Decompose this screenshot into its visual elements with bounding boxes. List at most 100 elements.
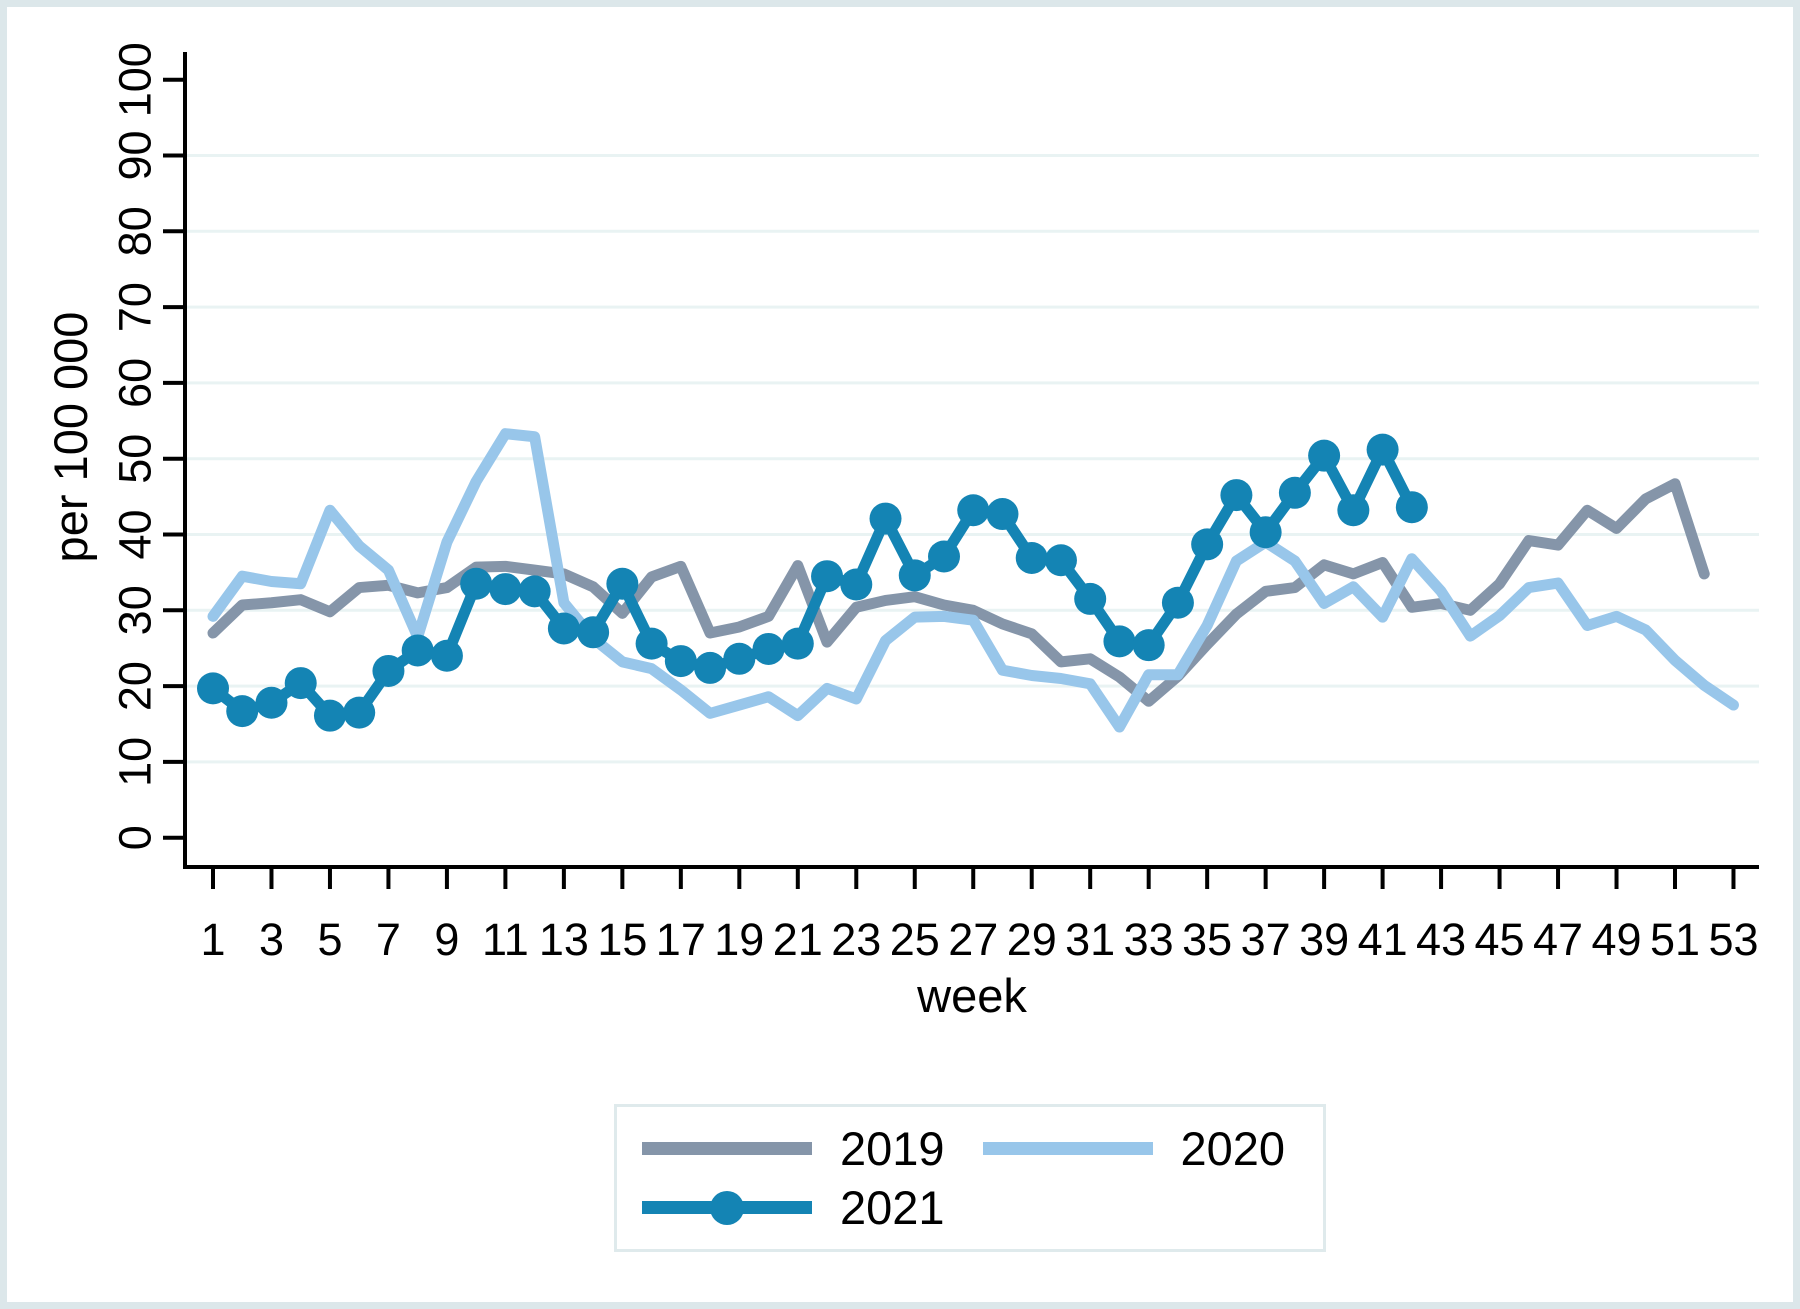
series-2021-marker-w9 xyxy=(430,639,463,672)
x-tick-label-25: 25 xyxy=(890,914,940,965)
x-tick-label-5: 5 xyxy=(317,914,342,965)
x-tick-label-11: 11 xyxy=(482,914,529,965)
series-2021-marker-w13 xyxy=(547,612,580,645)
series-2021-marker-w38 xyxy=(1278,476,1311,509)
series-2021-marker-w16 xyxy=(635,627,668,660)
series-2021-marker-w1 xyxy=(197,672,229,705)
y-tick-label-50: 50 xyxy=(110,434,161,484)
series-2021-marker-w29 xyxy=(1015,541,1048,574)
series-2021-marker-w8 xyxy=(401,634,434,667)
x-tick-label-37: 37 xyxy=(1241,914,1291,965)
series-2021-marker-w25 xyxy=(898,559,931,592)
series-2021-marker-w41 xyxy=(1366,433,1399,466)
series-2021-marker-w18 xyxy=(694,651,727,684)
x-tick-label-49: 49 xyxy=(1591,914,1641,965)
x-tick-label-17: 17 xyxy=(656,914,706,965)
y-tick-label-10: 10 xyxy=(110,737,161,787)
x-tick-label-31: 31 xyxy=(1065,914,1115,965)
series-2021-marker-w5 xyxy=(313,699,346,732)
series-2021-marker-w11 xyxy=(489,573,522,606)
series-2021-marker-w42 xyxy=(1395,491,1428,524)
series-2021-marker-w31 xyxy=(1074,582,1107,615)
legend-entry-2020: 2020 xyxy=(982,1122,1324,1175)
legend-label-2019: 2019 xyxy=(840,1122,945,1175)
legend-row: 2019 2020 xyxy=(642,1125,1323,1172)
series-2021-marker-w17 xyxy=(664,645,697,678)
axes xyxy=(163,52,1759,889)
series-2021-marker-w22 xyxy=(811,560,844,593)
series-2021-marker-w7 xyxy=(372,654,405,687)
series-2021-marker-w24 xyxy=(869,502,902,535)
y-tick-label-80: 80 xyxy=(110,206,161,256)
x-tick-label-43: 43 xyxy=(1416,914,1466,965)
legend-label-2021: 2021 xyxy=(840,1181,945,1234)
x-tick-label-39: 39 xyxy=(1299,914,1349,965)
legend-entry-2019: 2019 xyxy=(642,1125,983,1172)
series-2021-marker-w35 xyxy=(1191,528,1224,561)
series-2021-marker-w27 xyxy=(957,494,990,527)
x-tick-label-7: 7 xyxy=(376,914,401,965)
x-tick-label-29: 29 xyxy=(1007,914,1057,965)
y-tick-label-60: 60 xyxy=(110,358,161,408)
x-tick-label-23: 23 xyxy=(831,914,881,965)
series-2021-marker-w20 xyxy=(752,632,785,665)
y-tick-label-70: 70 xyxy=(110,282,161,332)
x-tick-label-41: 41 xyxy=(1358,914,1408,965)
legend-row: 2021 xyxy=(642,1184,1323,1231)
legend-swatch-2020 xyxy=(982,1142,1153,1155)
x-tick-label-45: 45 xyxy=(1475,914,1525,965)
legend-label-2020: 2020 xyxy=(1180,1122,1286,1175)
series-2021-marker-w10 xyxy=(460,567,493,600)
gridlines xyxy=(185,154,1759,764)
x-tick-label-47: 47 xyxy=(1533,914,1583,965)
x-tick-label-33: 33 xyxy=(1124,914,1174,965)
series-2021-marker-w26 xyxy=(928,540,960,573)
y-tick-label-30: 30 xyxy=(110,585,161,635)
series-2021-marker-w34 xyxy=(1161,586,1194,619)
x-tick-label-13: 13 xyxy=(539,914,589,965)
x-tick-label-9: 9 xyxy=(434,914,459,965)
series-2021-marker-w28 xyxy=(986,498,1019,531)
y-tick-label-40: 40 xyxy=(110,509,161,559)
x-tick-label-3: 3 xyxy=(259,914,284,965)
x-axis-title: week xyxy=(916,969,1027,1022)
x-tick-label-27: 27 xyxy=(948,914,998,965)
series-2021-marker-w19 xyxy=(723,642,756,675)
series-2021-marker-w6 xyxy=(343,696,376,729)
legend-entry-2021: 2021 xyxy=(642,1184,1008,1231)
series-2021-marker-w21 xyxy=(781,627,814,660)
y-tick-label-0: 0 xyxy=(110,825,161,850)
series-2021-marker-w32 xyxy=(1103,625,1136,658)
series-2021-marker-w4 xyxy=(284,667,317,700)
series-2021-marker-w30 xyxy=(1044,544,1077,577)
series-2021-marker-w12 xyxy=(518,575,551,608)
x-tick-label-35: 35 xyxy=(1182,914,1232,965)
legend: 2019 2020 2021 xyxy=(614,1104,1326,1252)
series-2021-marker-w36 xyxy=(1220,479,1253,512)
x-tick-label-1: 1 xyxy=(200,914,225,965)
legend-swatch-2019 xyxy=(642,1142,812,1155)
series-2021-marker-w33 xyxy=(1132,629,1165,662)
series-2020-line xyxy=(207,428,1739,733)
series-2021-marker-w14 xyxy=(577,616,610,649)
series-2021-marker-w3 xyxy=(255,686,288,719)
series-lines xyxy=(197,428,1739,733)
x-tick-label-15: 15 xyxy=(597,914,647,965)
x-tick-label-51: 51 xyxy=(1650,914,1700,965)
y-axis-title: per 100 000 xyxy=(44,312,97,563)
x-tick-label-21: 21 xyxy=(773,914,823,965)
series-2021-marker-w15 xyxy=(606,567,639,600)
series-2021-marker-w23 xyxy=(840,568,873,601)
series-2021-marker-w40 xyxy=(1337,494,1370,527)
y-tick-label-90: 90 xyxy=(110,130,161,180)
series-2021-marker-w2 xyxy=(226,695,259,728)
y-tick-label-20: 20 xyxy=(110,661,161,711)
x-tick-label-53: 53 xyxy=(1708,914,1758,965)
legend-swatch-2021 xyxy=(642,1190,812,1225)
x-tick-label-19: 19 xyxy=(714,914,764,965)
legend-marker-dot xyxy=(710,1190,744,1225)
y-tick-label-100: 100 xyxy=(110,42,161,117)
